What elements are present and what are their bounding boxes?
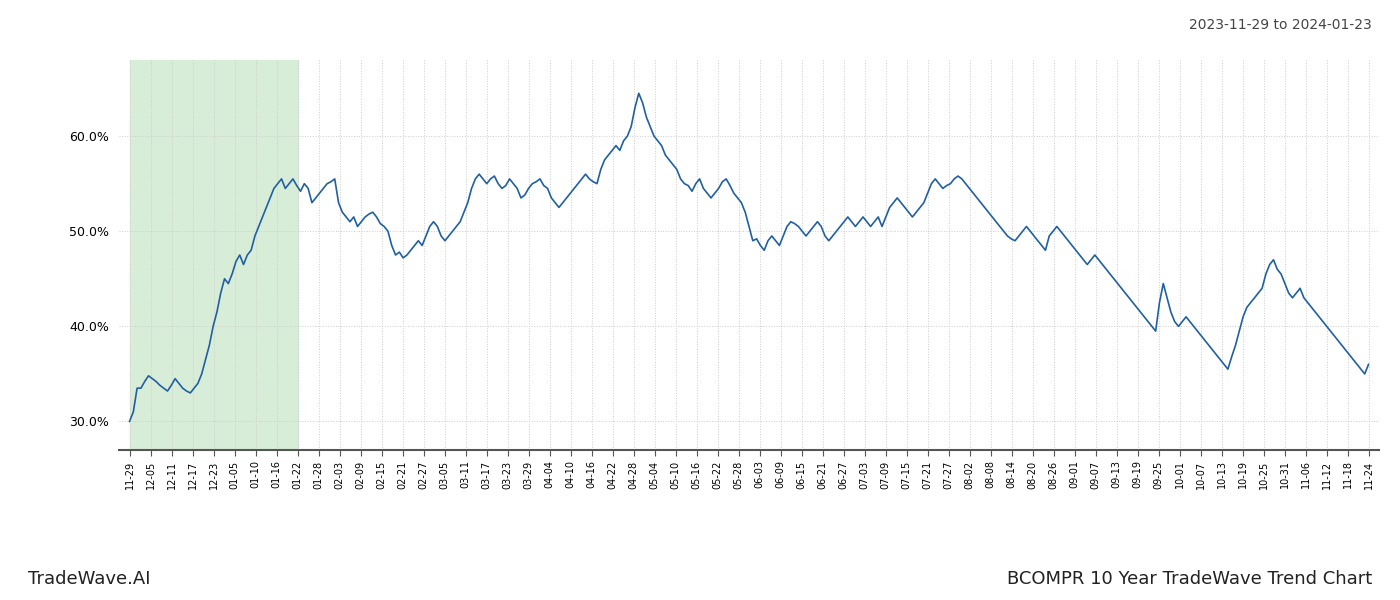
Text: TradeWave.AI: TradeWave.AI: [28, 570, 151, 588]
Text: BCOMPR 10 Year TradeWave Trend Chart: BCOMPR 10 Year TradeWave Trend Chart: [1007, 570, 1372, 588]
Bar: [129, 60, 297, 450]
Text: 2023-11-29 to 2024-01-23: 2023-11-29 to 2024-01-23: [1189, 18, 1372, 32]
